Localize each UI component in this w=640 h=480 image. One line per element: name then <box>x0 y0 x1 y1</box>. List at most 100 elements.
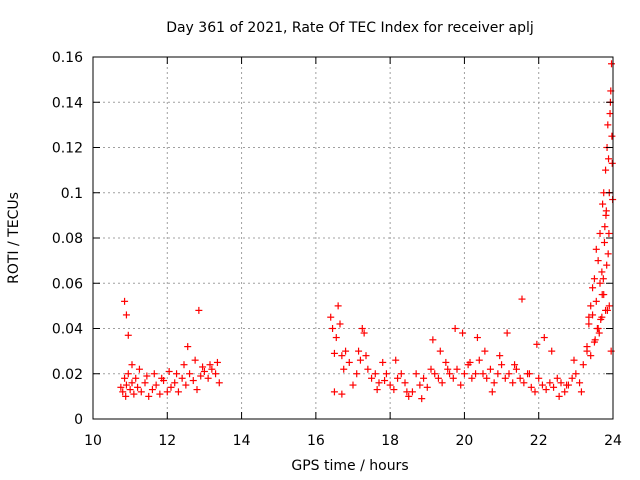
data-point <box>416 381 424 389</box>
data-point <box>165 367 173 375</box>
data-point <box>555 392 563 400</box>
data-point <box>525 370 533 378</box>
data-point <box>598 268 606 276</box>
data-point <box>602 166 610 174</box>
data-point <box>358 325 366 332</box>
data-point <box>156 390 164 398</box>
data-point <box>191 356 199 364</box>
data-point <box>605 155 613 163</box>
data-point <box>208 365 216 373</box>
x-tick-label: 12 <box>158 433 176 449</box>
data-point <box>599 200 607 208</box>
data-point <box>137 388 145 396</box>
data-point <box>592 245 600 253</box>
data-point <box>605 229 613 237</box>
data-point <box>349 381 357 389</box>
y-tick-label: 0.04 <box>52 322 83 338</box>
data-point <box>460 370 468 378</box>
data-point <box>527 383 535 391</box>
data-point <box>360 329 368 337</box>
x-tick-label: 22 <box>530 433 548 449</box>
data-point <box>332 334 340 342</box>
data-point <box>122 392 130 400</box>
grid-lines <box>93 57 613 419</box>
data-point <box>483 374 491 382</box>
data-point <box>212 370 220 378</box>
data-point <box>184 343 192 351</box>
data-point <box>600 239 608 247</box>
data-point <box>148 386 156 394</box>
data-point <box>368 374 376 382</box>
data-point <box>182 381 190 389</box>
data-point <box>583 343 591 351</box>
data-point <box>607 347 615 355</box>
data-point <box>431 370 439 378</box>
data-point <box>486 365 494 373</box>
data-point <box>122 311 130 319</box>
data-point <box>353 370 361 378</box>
data-point <box>178 374 186 382</box>
data-point <box>475 356 483 364</box>
data-point <box>538 381 546 389</box>
y-tick-label: 0.14 <box>52 95 83 111</box>
data-point <box>171 379 179 387</box>
data-point <box>379 358 387 366</box>
y-axis-ticks: 0 0.02 0.04 0.06 0.08 0.1 0.12 0.14 0.16 <box>52 50 613 428</box>
data-point <box>206 361 214 369</box>
data-point <box>126 386 134 394</box>
data-point <box>451 325 459 332</box>
data-point <box>412 370 420 378</box>
data-point <box>150 370 158 378</box>
data-point <box>340 365 348 373</box>
data-point <box>193 386 201 394</box>
data-point <box>542 386 550 394</box>
data-point <box>589 311 597 319</box>
data-point <box>199 363 207 371</box>
data-point <box>563 381 571 389</box>
data-point <box>577 388 585 396</box>
data-point <box>466 358 474 366</box>
data-point <box>587 302 595 310</box>
data-point <box>362 352 370 360</box>
data-point <box>163 388 171 396</box>
data-point <box>434 374 442 382</box>
data-points <box>117 60 617 403</box>
y-tick-label: 0.1 <box>61 186 83 202</box>
data-point <box>596 279 604 287</box>
data-point <box>145 392 153 400</box>
data-point <box>436 347 444 355</box>
data-point <box>327 313 335 321</box>
data-point <box>444 365 452 373</box>
data-point <box>604 121 612 129</box>
data-point <box>438 379 446 387</box>
data-point <box>197 372 205 380</box>
data-point <box>570 356 578 364</box>
data-point <box>488 388 496 396</box>
data-point <box>119 388 127 396</box>
data-point <box>602 211 610 219</box>
data-point <box>375 379 383 387</box>
data-point <box>585 313 593 321</box>
y-tick-label: 0.06 <box>52 276 83 292</box>
data-point <box>472 370 480 378</box>
data-point <box>373 386 381 394</box>
data-point <box>338 390 346 398</box>
data-point <box>608 159 616 167</box>
data-point <box>345 358 353 366</box>
x-tick-label: 14 <box>233 433 251 449</box>
data-point <box>336 320 344 328</box>
data-point <box>479 370 487 378</box>
data-point <box>533 340 541 348</box>
data-point <box>124 331 132 339</box>
data-point <box>173 370 181 378</box>
data-point <box>518 295 526 303</box>
data-point <box>498 361 506 369</box>
data-point <box>594 257 602 265</box>
data-point <box>143 372 151 380</box>
data-point <box>550 383 558 391</box>
x-tick-label: 18 <box>381 433 399 449</box>
data-point <box>587 352 595 360</box>
data-point <box>427 365 435 373</box>
data-point <box>535 374 543 382</box>
data-point <box>128 361 136 369</box>
